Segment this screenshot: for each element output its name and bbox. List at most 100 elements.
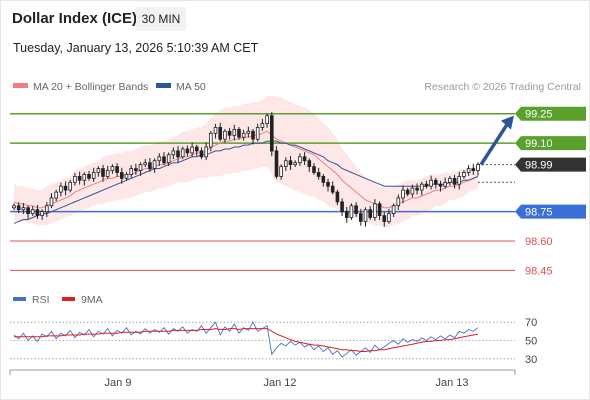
candle-body (134, 168, 138, 172)
candle (419, 181, 424, 196)
candle-body (424, 183, 429, 187)
candle-body (101, 168, 105, 177)
candle (35, 204, 40, 219)
rsi-ma-line (14, 328, 479, 352)
candle (316, 167, 321, 180)
candle (190, 142, 194, 158)
candle (330, 181, 335, 195)
rsi-panel: 70 50 30 (10, 317, 537, 366)
candle (302, 152, 307, 166)
candle-body (471, 168, 476, 172)
candle-body (190, 146, 194, 154)
candle (120, 167, 124, 184)
candle-body (274, 150, 279, 177)
candle (162, 152, 166, 166)
rsi-ma-legend-label: 9MA (81, 294, 103, 306)
candle (443, 177, 447, 189)
candle-body (377, 203, 382, 217)
candle (115, 163, 119, 177)
candle-body (321, 175, 326, 183)
candle-body (138, 164, 143, 171)
level-label-98.45: 98.45 (525, 265, 553, 277)
candle-body (279, 166, 283, 177)
candle (77, 171, 82, 185)
candle (288, 156, 293, 170)
candle (157, 153, 162, 167)
bollinger-band (14, 96, 478, 228)
candle-body (180, 148, 185, 158)
candle (134, 163, 138, 175)
ma20-legend-swatch (13, 83, 28, 88)
candle (176, 146, 180, 163)
candle-body (438, 183, 443, 187)
candle-body (35, 209, 40, 216)
candle-body (49, 197, 54, 207)
candle (279, 164, 283, 180)
candle-body (120, 172, 124, 179)
timeframe-badge[interactable]: 30 MIN (136, 7, 186, 31)
ma50-legend-label: MA 50 (176, 81, 206, 93)
candle-body (307, 160, 312, 167)
level-labels: 99.25 99.10 98.99 98.75 98.60 98.45 (515, 106, 586, 277)
candle-body (373, 203, 377, 218)
level-label-text: 98.45 (525, 265, 553, 277)
candle (204, 142, 209, 161)
level-label-box (515, 204, 586, 219)
candle (391, 203, 396, 217)
candle (185, 145, 190, 157)
candle (68, 179, 73, 193)
candle-body (68, 181, 73, 191)
candle (241, 129, 246, 141)
candle-body (204, 146, 209, 158)
candle (405, 187, 410, 197)
candle-body (162, 156, 166, 164)
rsi-tick-label-70: 70 (525, 317, 537, 329)
forecast-arrow (479, 115, 514, 166)
candle-body (260, 123, 265, 128)
level-label-box (515, 106, 586, 121)
candle-body (443, 181, 447, 187)
candle-body (87, 173, 91, 179)
candle-body (54, 191, 58, 199)
candle-body (129, 168, 134, 175)
candle-body (241, 132, 246, 138)
candle-body (330, 185, 335, 193)
candle-body (419, 183, 424, 191)
level-label-box (515, 157, 586, 172)
level-label-text: 99.10 (525, 138, 553, 150)
candle (110, 164, 115, 174)
level-label-box (515, 136, 586, 151)
candle (26, 205, 30, 219)
candle-body (237, 128, 241, 138)
candle-body (382, 215, 387, 222)
candle-body (30, 209, 35, 214)
candle-body (21, 207, 26, 211)
candle (283, 157, 288, 171)
time-axis-label-2: Jan 13 (435, 377, 468, 389)
candle (199, 147, 204, 160)
candle (96, 166, 101, 177)
candle-body (448, 177, 452, 183)
candle (213, 123, 218, 139)
candle (87, 170, 91, 181)
candle-body (148, 162, 152, 169)
candle (152, 158, 157, 173)
candle-body (396, 197, 401, 207)
forecast-arrow-shaft (479, 123, 509, 166)
candle (246, 126, 251, 138)
candle (255, 123, 260, 142)
candle (143, 159, 148, 167)
candle (274, 146, 279, 179)
candle (260, 118, 265, 131)
candle (433, 177, 438, 189)
candle-body (73, 175, 77, 183)
candle-body (105, 170, 110, 177)
level-label-98.99: 98.99 (515, 157, 586, 172)
candle (30, 206, 35, 216)
candle (415, 183, 419, 195)
candle-body (110, 166, 115, 171)
candle-body (340, 201, 344, 213)
candle-body (457, 175, 461, 185)
candle-body (476, 164, 480, 171)
candle-body (213, 127, 218, 134)
